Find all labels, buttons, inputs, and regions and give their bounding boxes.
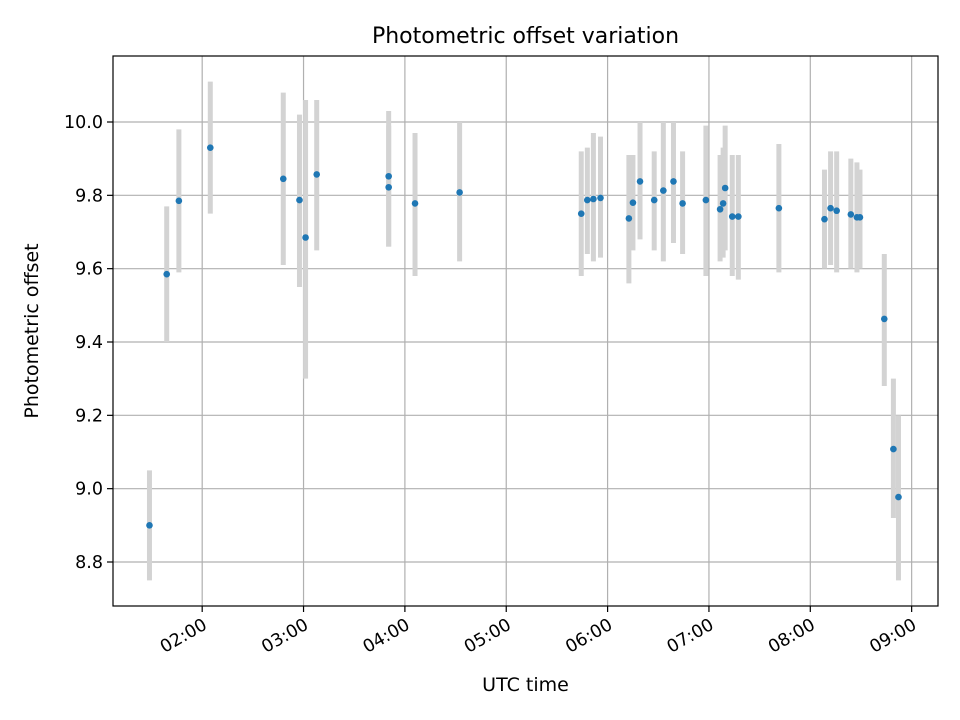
- plot-frame: [112, 55, 939, 607]
- data-point: [456, 189, 463, 196]
- y-axis-ticks: 8.8 9.0 9.2 9.4 9.6 9.8 10.0: [64, 113, 113, 573]
- data-point: [175, 197, 183, 205]
- data-point: [660, 187, 667, 194]
- data-point: [302, 234, 309, 241]
- y-tick-label: 9.8: [75, 186, 103, 206]
- data-point: [206, 144, 214, 151]
- data-point: [597, 194, 604, 202]
- data-point: [735, 213, 742, 220]
- data-point: [584, 196, 591, 204]
- data-point: [650, 196, 658, 204]
- data-point: [670, 178, 677, 185]
- data-point: [313, 171, 321, 178]
- data-point: [590, 195, 597, 203]
- data-point: [679, 200, 686, 207]
- data-point: [856, 214, 864, 221]
- data-point: [716, 205, 724, 213]
- y-tick-label: 9.6: [75, 260, 103, 280]
- y-tick-label: 9.0: [75, 480, 103, 500]
- data-point: [385, 183, 392, 191]
- data-point: [629, 199, 637, 206]
- data-point: [411, 200, 419, 207]
- y-axis-label: Photometric offset: [21, 243, 43, 418]
- data-point: [146, 522, 153, 529]
- data-point: [721, 184, 729, 192]
- data-point: [827, 204, 834, 212]
- data-point: [821, 215, 828, 223]
- x-axis-label: UTC time: [482, 674, 569, 696]
- data-point: [719, 200, 727, 207]
- data-point: [880, 315, 888, 323]
- y-tick-label: 10.0: [64, 113, 103, 133]
- chart-title: Photometric offset variation: [372, 24, 679, 49]
- data-point: [702, 196, 710, 204]
- data-point: [728, 213, 736, 220]
- data-point: [895, 493, 902, 501]
- data-points: [146, 144, 902, 529]
- data-point: [279, 175, 287, 183]
- data-point: [385, 172, 392, 180]
- data-point: [775, 204, 783, 212]
- y-tick-label: 9.2: [75, 406, 103, 426]
- data-point: [847, 211, 855, 218]
- y-tick-label: 9.4: [75, 333, 103, 353]
- data-point: [577, 210, 585, 217]
- data-point: [163, 270, 171, 278]
- grid: [113, 56, 938, 606]
- data-point: [625, 215, 633, 222]
- y-tick-label: 8.8: [75, 553, 103, 573]
- data-point: [636, 178, 644, 185]
- data-point: [890, 445, 897, 453]
- data-point: [296, 196, 303, 204]
- data-point: [833, 207, 840, 215]
